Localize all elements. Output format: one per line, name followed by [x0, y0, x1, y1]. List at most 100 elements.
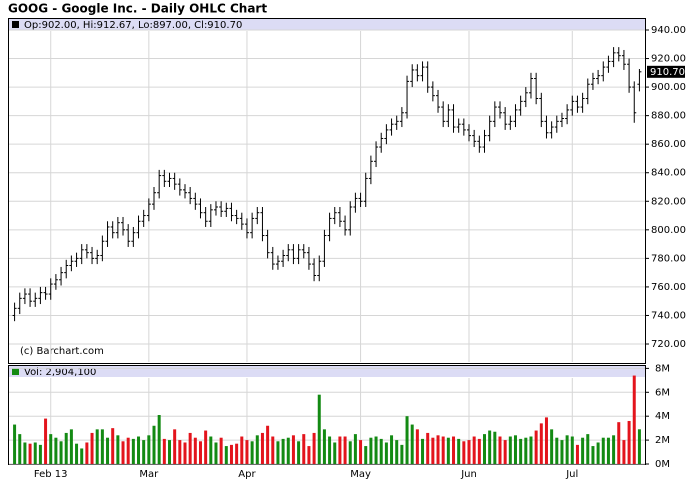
- volume-bar: [302, 434, 306, 464]
- y-tick-label: 940.00: [651, 25, 686, 36]
- x-tick-label: Mar: [139, 469, 159, 480]
- volume-bar: [446, 437, 450, 464]
- volume-bar: [477, 438, 481, 464]
- volume-bar: [126, 437, 130, 464]
- volume-bar: [209, 436, 213, 464]
- volume-bar: [116, 435, 120, 464]
- y-tick-label: 760.00: [651, 282, 686, 293]
- volume-bar: [188, 432, 192, 464]
- y-tick-label: 840.00: [651, 168, 686, 179]
- volume-bar: [69, 429, 73, 464]
- volume-bar: [575, 444, 579, 464]
- volume-bar: [240, 436, 244, 464]
- y-tick-label: 6M: [655, 387, 670, 398]
- volume-bar: [627, 420, 631, 464]
- volume-bar: [95, 429, 99, 464]
- volume-bar: [224, 446, 228, 464]
- y-tick-label: 0M: [655, 459, 670, 470]
- volume-bar: [508, 436, 512, 464]
- volume-bar: [503, 440, 507, 464]
- volume-bar: [266, 425, 270, 464]
- volume-bar: [162, 438, 166, 464]
- volume-bar: [214, 442, 218, 464]
- volume-bar: [513, 435, 517, 464]
- volume-bar: [178, 440, 182, 464]
- volume-bar: [183, 442, 187, 464]
- volume-bar: [281, 438, 285, 464]
- volume-bar: [431, 437, 435, 464]
- volume-bar: [235, 443, 239, 464]
- volume-bar: [322, 429, 326, 464]
- volume-header: [9, 366, 645, 377]
- volume-bar: [276, 441, 280, 464]
- volume-bar: [198, 441, 202, 464]
- volume-bar: [271, 436, 275, 464]
- y-tick-label: 740.00: [651, 310, 686, 321]
- volume-bar: [555, 437, 559, 464]
- volume-bar: [395, 440, 399, 464]
- volume-bar: [85, 442, 89, 464]
- volume-bar: [534, 430, 538, 464]
- volume-bar: [157, 415, 161, 464]
- last-price-label: 910.70: [650, 67, 685, 78]
- volume-bar: [121, 441, 125, 464]
- volume-bar: [421, 438, 425, 464]
- volume-bar: [359, 440, 363, 464]
- volume-bar: [80, 448, 84, 464]
- volume-bar: [457, 438, 461, 464]
- volume-bar: [260, 432, 264, 464]
- y-tick-label: 800.00: [651, 225, 686, 236]
- volume-bar: [317, 394, 321, 464]
- volume-bar: [343, 436, 347, 464]
- volume-bar: [137, 436, 141, 464]
- y-tick-label: 2M: [655, 435, 670, 446]
- volume-bar: [622, 440, 626, 464]
- volume-bar: [560, 440, 564, 464]
- volume-bar: [632, 375, 636, 464]
- volume-bar: [204, 430, 208, 464]
- volume-bar: [338, 436, 342, 464]
- volume-bar: [519, 438, 523, 464]
- volume-bar: [348, 441, 352, 464]
- volume-bar: [13, 424, 17, 464]
- volume-bar: [64, 432, 68, 464]
- chart-title: GOOG - Google Inc. - Daily OHLC Chart: [8, 2, 267, 16]
- volume-bar: [570, 436, 574, 464]
- volume-bar: [596, 442, 600, 464]
- volume-bar: [488, 430, 492, 464]
- legend-text: Op:902.00, Hi:912.67, Lo:897.00, Cl:910.…: [24, 20, 242, 31]
- volume-bar: [612, 435, 616, 464]
- volume-bar: [312, 432, 316, 464]
- volume-bar: [250, 441, 254, 464]
- volume-bar: [353, 434, 357, 464]
- volume-bar: [462, 441, 466, 464]
- volume-bar: [529, 436, 533, 464]
- volume-bar: [617, 422, 621, 464]
- volume-bar: [307, 446, 311, 464]
- volume-bar: [44, 418, 48, 464]
- volume-bar: [586, 434, 590, 464]
- volume-bar: [291, 435, 295, 464]
- volume-bar: [452, 436, 456, 464]
- volume-bar: [106, 437, 110, 464]
- volume-bar: [286, 437, 290, 464]
- volume-bar: [498, 436, 502, 464]
- volume-bar: [601, 437, 605, 464]
- volume-bar: [23, 442, 27, 464]
- volume-bar: [147, 435, 151, 464]
- volume-panel: [8, 365, 646, 465]
- volume-bar: [297, 441, 301, 464]
- volume-bar: [152, 425, 156, 464]
- x-tick-label: May: [350, 469, 371, 480]
- volume-bar: [565, 435, 569, 464]
- y-tick-label: 720.00: [651, 339, 686, 350]
- volume-bar: [374, 436, 378, 464]
- volume-bar: [472, 436, 476, 464]
- volume-bar: [390, 435, 394, 464]
- volume-bar: [637, 429, 641, 464]
- volume-bar: [142, 440, 146, 464]
- last-price-box: [647, 65, 685, 78]
- volume-bar: [131, 438, 135, 464]
- volume-bar: [467, 440, 471, 464]
